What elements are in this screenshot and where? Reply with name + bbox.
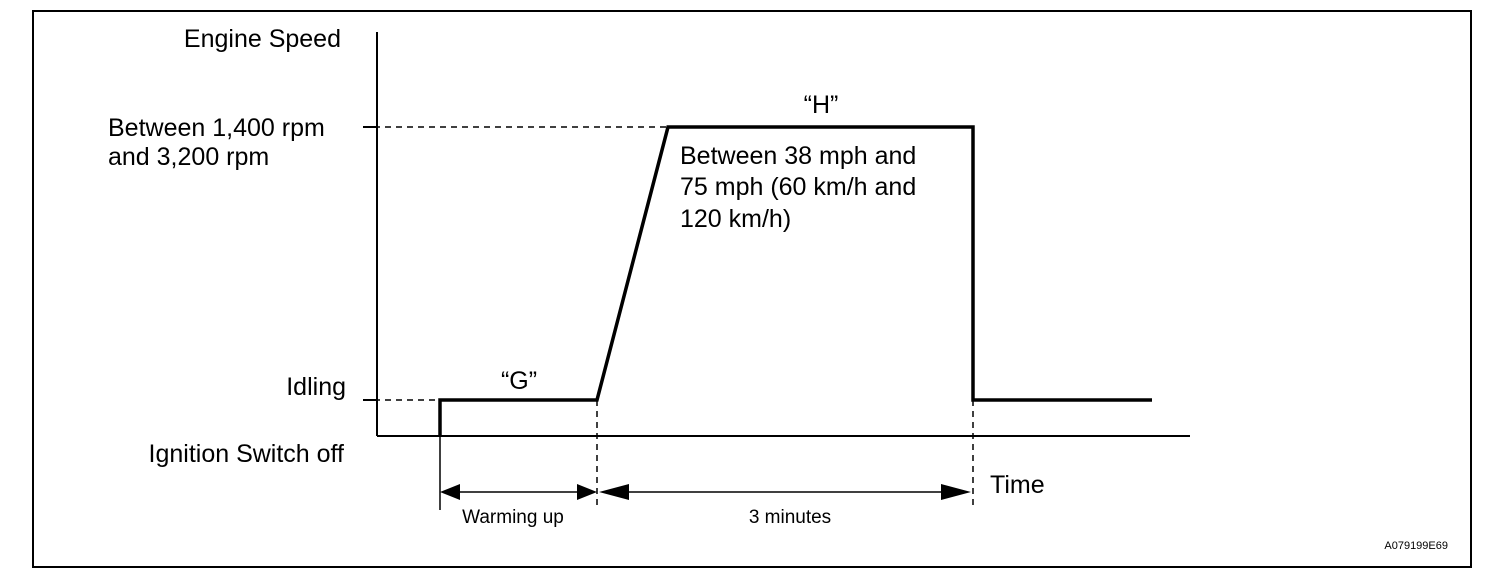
x-axis-title: Time	[990, 471, 1045, 499]
idle-level-label: Idling	[286, 373, 346, 401]
figure-code: A079199E69	[1384, 540, 1448, 552]
three-minutes-arrowhead-right	[941, 484, 971, 500]
high-level-label-line2: and 3,200 rpm	[108, 143, 269, 171]
three-minutes-interval-label: 3 minutes	[749, 507, 831, 528]
engine-speed-profile-line	[438, 125, 1152, 436]
phase-h-label: “H”	[804, 91, 839, 119]
three-minutes-arrowhead-left	[599, 484, 629, 500]
diagram-frame	[32, 10, 1472, 568]
ignition-off-label: Ignition Switch off	[149, 440, 345, 468]
high-level-label-line1: Between 1,400 rpm	[108, 114, 325, 142]
y-axis-title: Engine Speed	[184, 25, 341, 53]
speed-note-line1: Between 38 mph and	[680, 142, 916, 170]
warmup-arrowhead-left	[440, 484, 460, 500]
phase-g-label: “G”	[501, 367, 537, 395]
speed-note-line2: 75 mph (60 km/h and	[680, 173, 916, 201]
warmup-interval-label: Warming up	[462, 507, 564, 528]
warmup-arrowhead-right	[577, 484, 597, 500]
speed-note-line3: 120 km/h)	[680, 205, 791, 233]
